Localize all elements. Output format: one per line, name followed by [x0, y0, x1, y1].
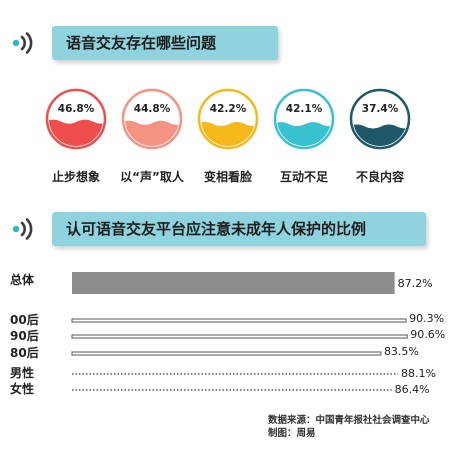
value-label: 86.4% — [395, 383, 430, 396]
problem-label: 以“声”取人 — [120, 170, 184, 184]
bar — [71, 351, 382, 356]
value-label: 87.2% — [398, 277, 433, 290]
protection-bar-chart: 总体 87.2% 00后 90.3% 90后 90.6% 80后 83.5% 男性 88.1% 女性… — [0, 258, 450, 408]
bar — [71, 318, 407, 323]
problem-label: 止步想象 — [51, 170, 100, 184]
category-label: 80后 — [10, 345, 39, 360]
percent-circle: 44.8% — [121, 88, 183, 150]
source-text: 数据来源：中国青年报社社会调查中心 — [268, 415, 430, 426]
category-label: 90后 — [10, 328, 39, 343]
problem-item: 42.1% 互动不足 — [266, 88, 342, 185]
category-label: 总体 — [10, 272, 35, 287]
section-title: 语音交友存在哪些问题 — [52, 26, 278, 60]
percent-circle: 37.4% — [349, 88, 411, 150]
problem-label: 不良内容 — [355, 170, 404, 184]
category-label: 男性 — [10, 365, 34, 380]
value-label: 90.3% — [409, 312, 444, 325]
percent-circle: 46.8% — [45, 88, 107, 150]
bar-chart-svg: 总体 87.2% 00后 90.3% 90后 90.6% 80后 83.5% 男性 88.1% 女性… — [10, 272, 445, 396]
problem-item: 37.4% 不良内容 — [342, 88, 418, 185]
percent-label: 46.8% — [58, 103, 95, 115]
percent-label: 42.1% — [286, 103, 323, 115]
wave-fill — [49, 119, 103, 146]
percent-label: 42.2% — [210, 103, 247, 115]
sound-wave-icon — [12, 32, 33, 54]
footer-credits: 数据来源：中国青年报社社会调查中心 制图：周易 — [268, 414, 430, 440]
category-label: 女性 — [10, 381, 34, 396]
percent-label: 44.8% — [134, 103, 171, 115]
problem-item: 42.2% 变相看脸 — [190, 88, 266, 185]
bar — [71, 334, 408, 339]
credit-text: 制图：周易 — [268, 428, 316, 439]
percent-label: 37.4% — [362, 103, 399, 115]
sound-wave-icon — [12, 218, 33, 240]
problem-label: 变相看脸 — [203, 170, 252, 184]
problem-circles: 46.8% 止步想象 44.8% 以“声”取人 42.2% 变相看脸 42.1% 互动不足 37… — [0, 88, 450, 194]
value-label: 83.5% — [384, 345, 419, 358]
category-label: 00后 — [10, 312, 39, 327]
value-label: 90.6% — [410, 328, 445, 341]
percent-circle: 42.2% — [197, 88, 259, 150]
problem-label: 互动不足 — [279, 170, 328, 184]
problem-item: 46.8% 止步想象 — [38, 88, 114, 185]
bar — [72, 272, 395, 294]
section-title: 认可语音交友平台应注意未成年人保护的比例 — [52, 212, 426, 246]
percent-circle: 42.1% — [273, 88, 335, 150]
value-label: 88.1% — [401, 367, 436, 380]
problem-item: 44.8% 以“声”取人 — [114, 88, 190, 185]
